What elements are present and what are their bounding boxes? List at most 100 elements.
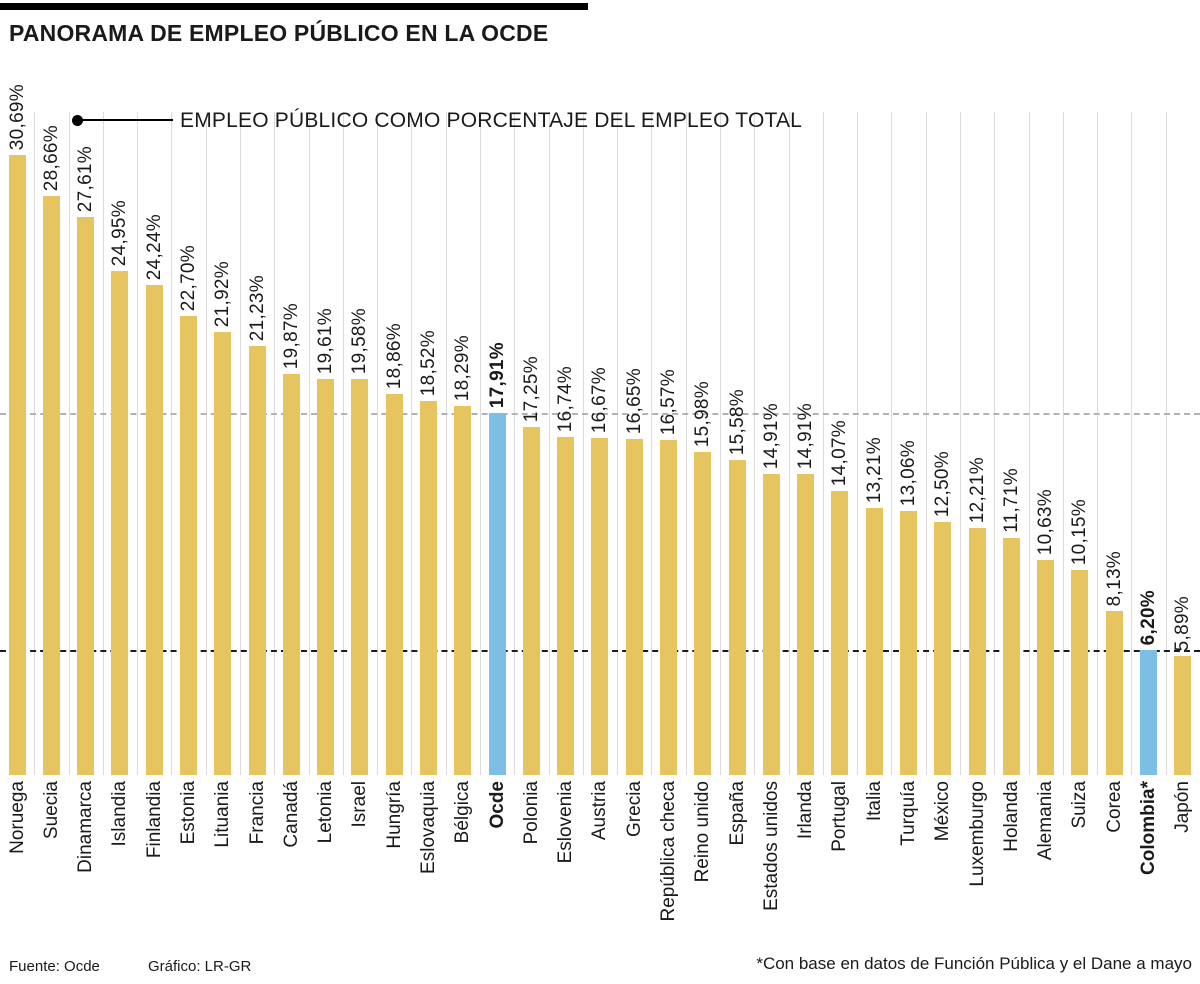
bar	[8, 155, 26, 775]
category-label: Ocde	[486, 781, 508, 829]
plot-cell: 22,70%	[171, 60, 205, 775]
category-label: Corea	[1103, 781, 1125, 833]
chart-column: 24,95% Islandia	[103, 60, 137, 960]
value-label: 16,67%	[589, 366, 611, 433]
value-label: 18,29%	[452, 334, 474, 401]
value-label: 15,98%	[692, 380, 714, 447]
value-label: 15,58%	[726, 388, 748, 455]
value-label: 10,15%	[1069, 498, 1091, 565]
category-label: Polonia	[520, 781, 542, 845]
vertical-gridline	[1062, 112, 1064, 775]
vertical-gridline	[34, 112, 36, 775]
plot-cell: 16,57%	[651, 60, 685, 775]
chart-column: 19,87% Canadá	[274, 60, 308, 960]
plot-cell: 19,61%	[309, 60, 343, 775]
plot-cell: 10,63%	[1028, 60, 1062, 775]
chart-column: 14,91% Irlanda	[788, 60, 822, 960]
plot-cell: 19,87%	[274, 60, 308, 775]
value-label: 19,58%	[349, 307, 371, 374]
vertical-gridline	[617, 112, 619, 775]
vertical-gridline	[548, 112, 550, 775]
category-label: Luxemburgo	[966, 781, 988, 887]
category-label: España	[726, 781, 748, 846]
plot-cell: 18,86%	[377, 60, 411, 775]
vertical-gridline	[514, 112, 516, 775]
plot-cell: 18,52%	[411, 60, 445, 775]
vertical-gridline	[205, 112, 207, 775]
bar	[248, 346, 266, 775]
bar	[1105, 611, 1123, 775]
chart-column: 21,23% Francia	[240, 60, 274, 960]
chart-column: 6,20% Colombia*	[1131, 60, 1165, 960]
category-label: Islandia	[109, 781, 131, 847]
bar	[625, 439, 643, 775]
bar	[385, 394, 403, 775]
value-label: 11,71%	[1000, 468, 1022, 533]
bar	[214, 332, 232, 775]
value-label: 18,86%	[383, 322, 405, 389]
plot-cell: 17,91%	[480, 60, 514, 775]
vertical-gridline	[822, 112, 824, 775]
bar	[1037, 560, 1055, 775]
chart-column: 24,24% Finlandia	[137, 60, 171, 960]
annotation-connector-line	[81, 119, 173, 121]
category-label: Eslovenia	[555, 781, 577, 864]
chart-column: 21,92% Lituania	[206, 60, 240, 960]
bar	[1071, 570, 1089, 775]
category-label: Israel	[349, 781, 371, 828]
value-label: 14,07%	[829, 419, 851, 486]
chart-column: 12,50% México	[926, 60, 960, 960]
category-label: Turquía	[897, 781, 919, 846]
chart-column: 15,98% Reino unido	[686, 60, 720, 960]
chart-column: 22,70% Estonia	[171, 60, 205, 960]
value-label: 13,21%	[863, 436, 885, 503]
plot-cell: 14,07%	[823, 60, 857, 775]
bar	[762, 474, 780, 775]
bar-chart: 30,69% Noruega 28,66% Suecia 27,61% Dinamarca…	[0, 60, 1200, 960]
bar	[420, 401, 438, 775]
bar	[659, 440, 677, 775]
credit-label: Gráfico: LR-GR	[148, 958, 252, 975]
category-label: Alemania	[1035, 781, 1057, 861]
value-label: 13,06%	[897, 439, 919, 506]
vertical-gridline	[240, 112, 241, 775]
value-label: 12,50%	[932, 450, 954, 517]
chart-column: 11,71% Holanda	[994, 60, 1028, 960]
plot-cell: 16,74%	[549, 60, 583, 775]
category-label: Dinamarca	[75, 781, 97, 873]
bar	[899, 511, 917, 775]
plot-cell: 27,61%	[69, 60, 103, 775]
vertical-gridline	[377, 112, 379, 775]
chart-column: 18,86% Hungría	[377, 60, 411, 960]
plot-cell: 16,65%	[617, 60, 651, 775]
vertical-gridline	[1131, 112, 1133, 775]
plot-cell: 13,21%	[857, 60, 891, 775]
chart-column: 17,25% Polonia	[514, 60, 548, 960]
plot-cell: 6,20%	[1131, 60, 1165, 775]
category-label: Reino unido	[692, 781, 714, 883]
plot-cell: 12,50%	[926, 60, 960, 775]
value-label: 17,25%	[520, 355, 542, 422]
value-label: 21,23%	[246, 274, 268, 341]
bar	[797, 474, 815, 775]
value-label: 8,13%	[1103, 550, 1125, 606]
plot-cell: 15,58%	[720, 60, 754, 775]
value-label: 24,95%	[109, 199, 131, 266]
bar	[351, 379, 369, 775]
value-label: 24,24%	[143, 213, 165, 280]
value-label: 19,87%	[280, 302, 302, 369]
vertical-gridline	[411, 112, 413, 775]
vertical-gridline	[137, 112, 139, 775]
category-label: Suiza	[1069, 781, 1091, 829]
value-label: 12,21%	[966, 456, 988, 523]
vertical-gridline	[994, 112, 996, 775]
category-label: Finlandia	[143, 781, 165, 859]
bar	[831, 491, 849, 775]
bar	[694, 452, 712, 775]
category-label: Holanda	[1000, 781, 1022, 852]
bar	[934, 522, 952, 775]
bar	[42, 196, 60, 775]
category-label: Austria	[589, 781, 611, 841]
category-label: Grecia	[623, 781, 645, 837]
